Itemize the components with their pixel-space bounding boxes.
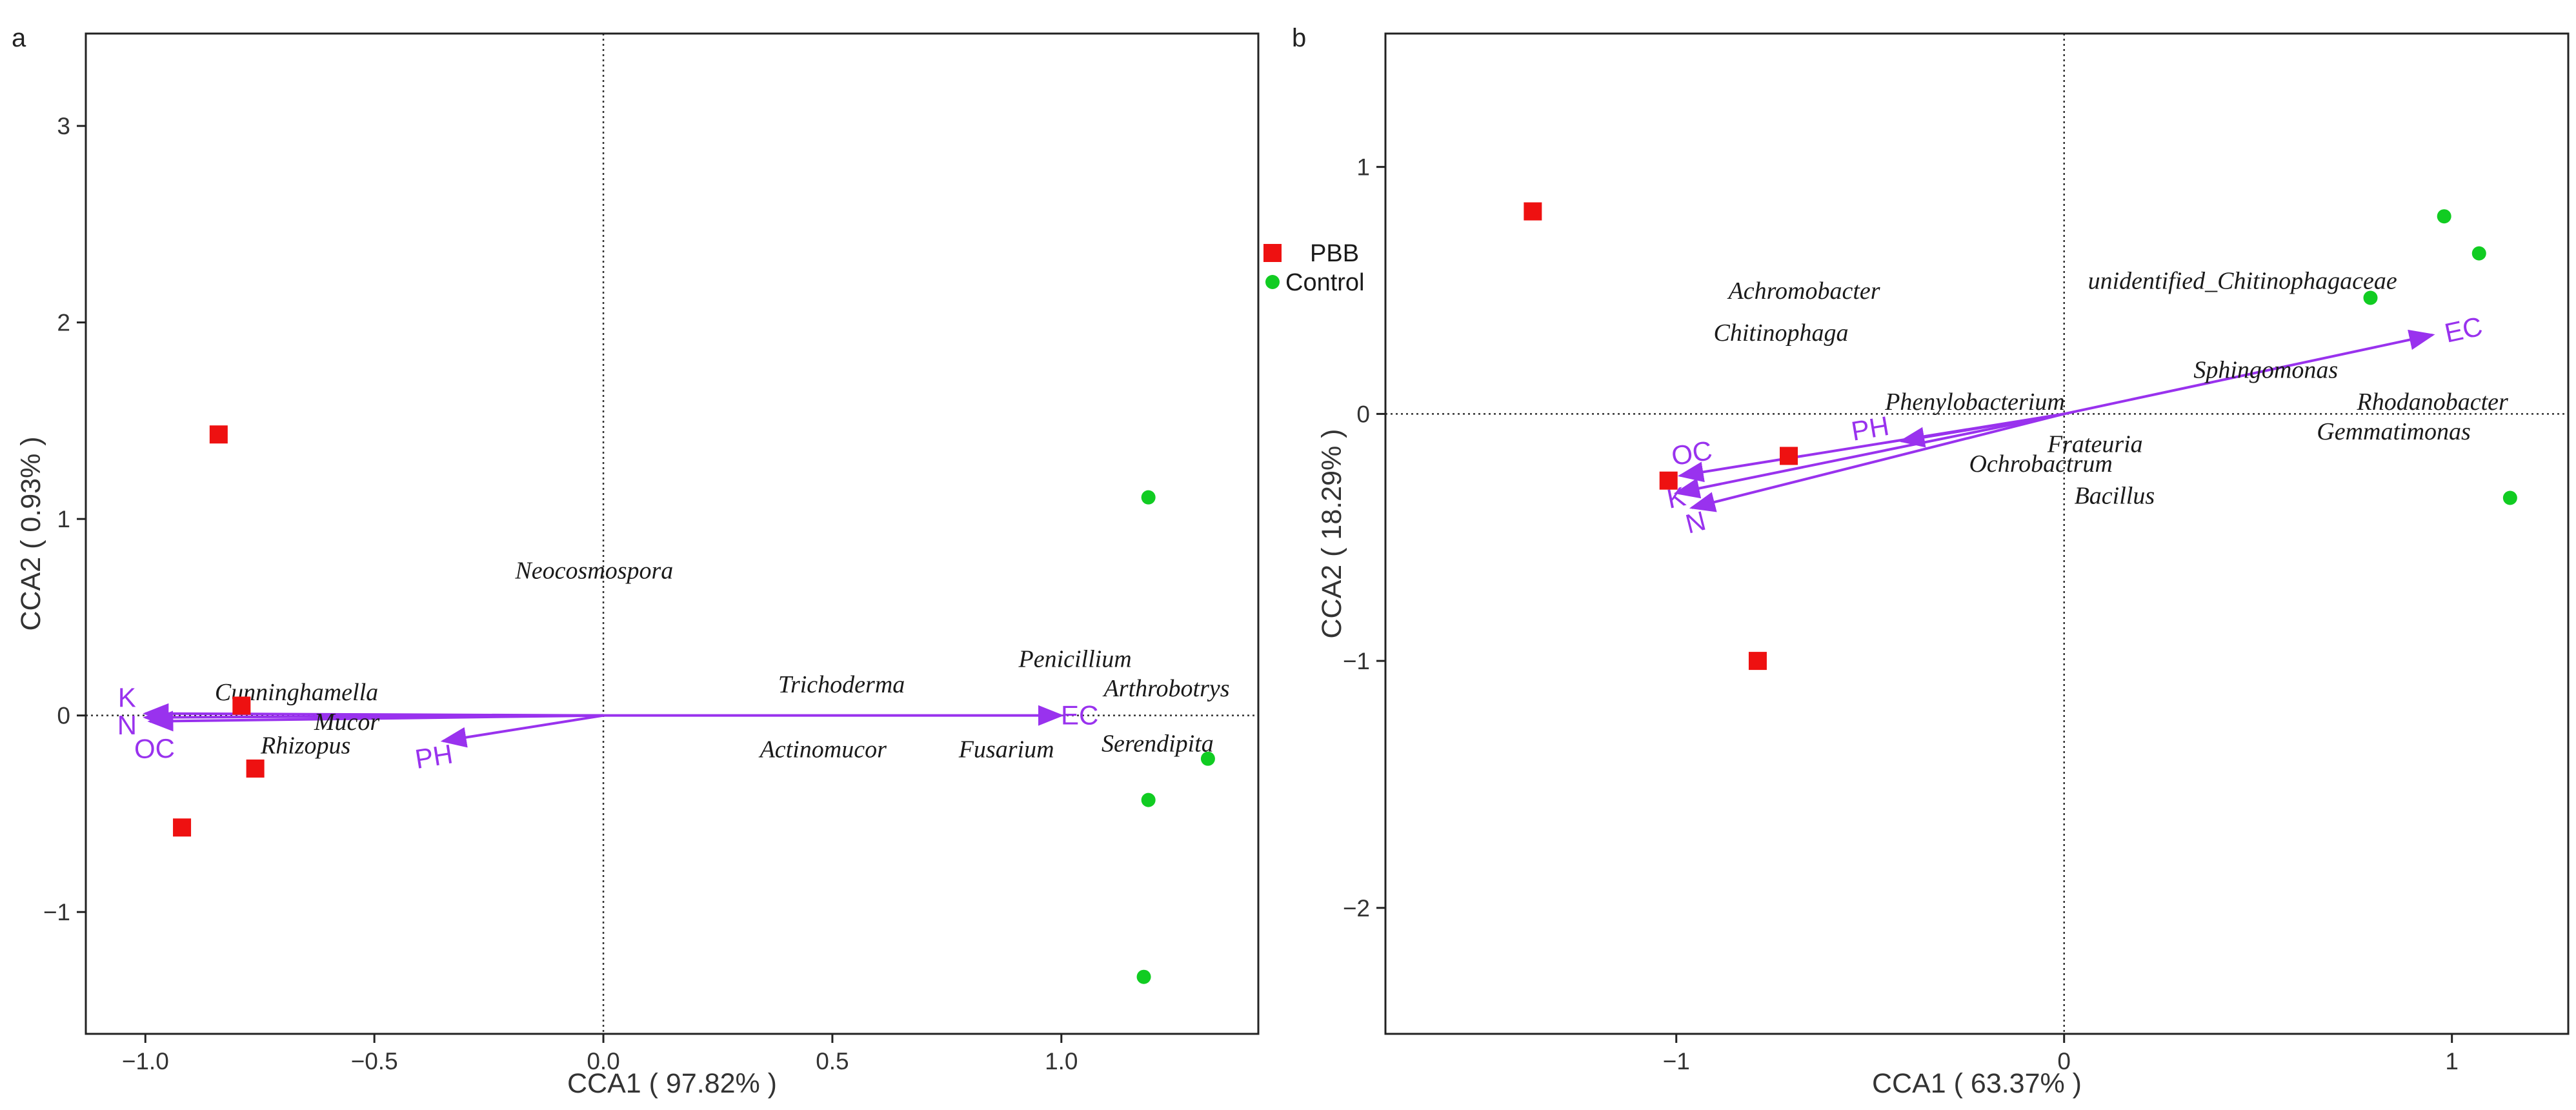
- env-arrow-n: [1689, 412, 2065, 512]
- x-tick-label: −1: [1663, 1048, 1690, 1075]
- env-label-n: N: [1682, 505, 1709, 540]
- panel-letter-b: b: [1292, 24, 1306, 52]
- sample-point-pbb: [209, 425, 228, 444]
- x-tick-label: 0.0: [587, 1048, 619, 1075]
- env-label-ec: EC: [1061, 700, 1098, 731]
- y-tick-label: 1: [1356, 154, 1370, 181]
- y-tick-label: 3: [57, 113, 70, 139]
- x-tick-label: 1.0: [1045, 1048, 1078, 1075]
- y-tick-label: −1: [43, 899, 70, 925]
- env-label-oc: OC: [1669, 435, 1715, 471]
- x-axis-title: CCA1 ( 97.82% ): [567, 1068, 777, 1099]
- x-tick-label: 0: [2057, 1048, 2071, 1075]
- sample-point-control: [2471, 246, 2486, 261]
- genus-label: Neocosmospora: [514, 557, 673, 584]
- genus-label: Trichoderma: [778, 671, 905, 698]
- genus-label: Frateuria: [2047, 430, 2143, 458]
- genus-label: Achromobacter: [1727, 278, 1880, 305]
- genus-label: Bacillus: [2075, 483, 2155, 510]
- sample-point-control: [1200, 751, 1215, 766]
- genus-label: Ochrobactrum: [1969, 450, 2112, 478]
- legend-marker-control: [1265, 275, 1280, 289]
- genus-label: Rhodanobacter: [2357, 388, 2509, 416]
- genus-label: Actinomucor: [758, 736, 887, 763]
- y-tick-label: −1: [1343, 648, 1370, 674]
- legend-marker-pbb: [1263, 244, 1282, 262]
- y-tick-label: −2: [1343, 895, 1370, 922]
- env-label-oc: OC: [134, 733, 176, 764]
- env-label-n: N: [117, 710, 137, 740]
- sample-point-pbb: [1748, 652, 1767, 671]
- env-label-ph: PH: [413, 738, 455, 774]
- env-arrow-k: [1673, 412, 2065, 499]
- genus-label: Sphingomonas: [2193, 356, 2338, 383]
- y-axis-title: CCA2 ( 18.29% ): [1316, 429, 1347, 638]
- env-arrow-oc: [147, 711, 604, 732]
- panel-letter-a: a: [12, 24, 26, 52]
- panel-b: b −1 0 1 −2 −1 0 1 CCA1 ( 63.37% ) CCA2 ( 18.29% …: [1292, 24, 2570, 1099]
- panel-a: a −1.0 −0.5 0.0 0.5 1.0 −1 0 1 2 3 CCA1 ( 97.82% ) C…: [12, 24, 1260, 1099]
- genus-label: Serendipita: [1102, 730, 1214, 757]
- legend-label-pbb: PBB: [1310, 240, 1359, 267]
- x-tick-label: 1: [2445, 1048, 2459, 1075]
- sample-point-pbb: [246, 759, 265, 778]
- sample-point-control: [2363, 290, 2378, 305]
- sample-point-control: [1141, 490, 1156, 505]
- genus-label: Fusarium: [958, 736, 1054, 763]
- env-label-ec: EC: [2442, 311, 2485, 348]
- sample-point-control: [2437, 209, 2451, 224]
- env-label-k: K: [118, 682, 136, 712]
- genus-label: Phenylobacterium: [1884, 388, 2065, 416]
- legend-label-control: Control: [1285, 269, 1365, 296]
- plot-frame: [85, 32, 1260, 1035]
- y-tick-label: 2: [57, 310, 70, 336]
- env-label-ph: PH: [1849, 410, 1891, 447]
- sample-point-pbb: [1524, 202, 1542, 221]
- x-tick-label: −1.0: [122, 1048, 169, 1075]
- sample-point-pbb: [232, 696, 251, 715]
- genus-label: Mucor: [314, 709, 380, 736]
- genus-label: Chitinophaga: [1713, 319, 1848, 347]
- y-tick-label: 0: [57, 703, 70, 729]
- sample-point-control: [1141, 792, 1156, 807]
- sample-point-pbb: [1780, 447, 1798, 465]
- x-tick-label: −0.5: [351, 1048, 398, 1075]
- env-arrow-ec: [2064, 329, 2435, 416]
- sample-point-pbb: [1659, 471, 1678, 490]
- x-axis-title: CCA1 ( 63.37% ): [1872, 1068, 2082, 1099]
- sample-point-control: [2502, 490, 2517, 505]
- sample-point-pbb: [173, 818, 192, 837]
- plot-frame: [1384, 32, 2570, 1035]
- y-tick-label: 0: [1356, 401, 1370, 427]
- genus-label: Rhizopus: [260, 732, 350, 759]
- y-axis-title: CCA2 ( 0.93% ): [15, 436, 46, 631]
- env-arrow-oc: [1677, 412, 2065, 483]
- x-tick-label: 0.5: [816, 1048, 849, 1075]
- genus-label: unidentified_Chitinophagaceae: [2088, 268, 2397, 295]
- y-tick-label: 1: [57, 506, 70, 532]
- genus-label: Penicillium: [1018, 645, 1132, 672]
- genus-label: Arthrobotrys: [1102, 675, 1230, 702]
- env-arrow-ph: [440, 714, 604, 748]
- sample-point-control: [1136, 969, 1151, 984]
- genus-label: Gemmatimonas: [2317, 418, 2471, 445]
